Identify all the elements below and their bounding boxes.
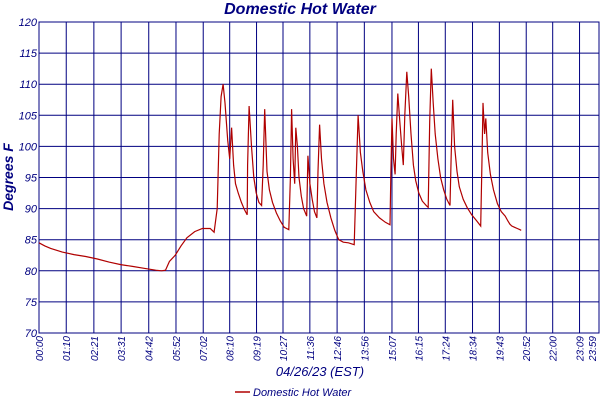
x-tick-label: 23:59 bbox=[588, 336, 599, 362]
x-tick-label: 04:42 bbox=[145, 336, 156, 361]
plot-area-border bbox=[38, 21, 600, 334]
y-tick-label: 80 bbox=[25, 266, 38, 278]
y-tick-label: 90 bbox=[25, 204, 38, 216]
x-tick-label: 10:27 bbox=[279, 336, 290, 361]
legend: Domestic Hot Water bbox=[235, 387, 353, 399]
x-tick-label: 09:19 bbox=[253, 336, 264, 361]
x-tick-label: 11:36 bbox=[306, 336, 317, 361]
grid-lines bbox=[38, 21, 600, 334]
x-tick-label: 20:52 bbox=[522, 336, 533, 362]
x-tick-label: 19:43 bbox=[495, 336, 506, 361]
x-tick-label: 12:46 bbox=[333, 336, 344, 361]
x-tick-label: 05:52 bbox=[172, 336, 183, 361]
y-tick-label: 85 bbox=[25, 235, 38, 247]
x-axis-label: 04/26/23 (EST) bbox=[276, 364, 364, 379]
chart-title: Domestic Hot Water bbox=[224, 1, 376, 18]
x-tick-label: 18:34 bbox=[469, 336, 480, 361]
y-tick-label: 100 bbox=[19, 141, 38, 153]
x-tick-label: 15:07 bbox=[388, 336, 399, 361]
x-tick-label: 02:21 bbox=[90, 336, 101, 361]
y-tick-label: 115 bbox=[19, 48, 37, 60]
y-tick-label: 120 bbox=[19, 17, 38, 29]
y-tick-label: 95 bbox=[25, 173, 38, 185]
x-tick-label: 00:00 bbox=[35, 336, 46, 361]
y-tick-label: 105 bbox=[19, 110, 38, 122]
x-tick-label: 23:09 bbox=[576, 336, 587, 362]
y-tick-label: 110 bbox=[19, 79, 37, 91]
legend-label: Domestic Hot Water bbox=[253, 387, 353, 399]
x-tick-label: 13:56 bbox=[360, 336, 371, 361]
y-tick-label: 75 bbox=[25, 297, 38, 309]
x-tick-label: 07:02 bbox=[199, 336, 210, 361]
series-line-domestic-hot-water bbox=[38, 68, 522, 272]
y-tick-labels: 70 75 80 85 90 95 100 105 110 115 120 bbox=[19, 17, 38, 340]
x-tick-label: 22:00 bbox=[549, 336, 560, 362]
x-tick-label: 16:15 bbox=[414, 336, 425, 361]
x-tick-label: 08:10 bbox=[226, 336, 237, 361]
y-axis-label: Degrees F bbox=[0, 143, 16, 211]
x-tick-label: 03:31 bbox=[117, 336, 128, 361]
x-tick-label: 01:10 bbox=[62, 336, 73, 361]
x-tick-labels: 00:00 01:10 02:21 03:31 04:42 05:52 07:02 08:10… bbox=[35, 336, 599, 362]
y-tick-label: 70 bbox=[25, 328, 38, 340]
x-tick-label: 17:24 bbox=[441, 336, 452, 361]
